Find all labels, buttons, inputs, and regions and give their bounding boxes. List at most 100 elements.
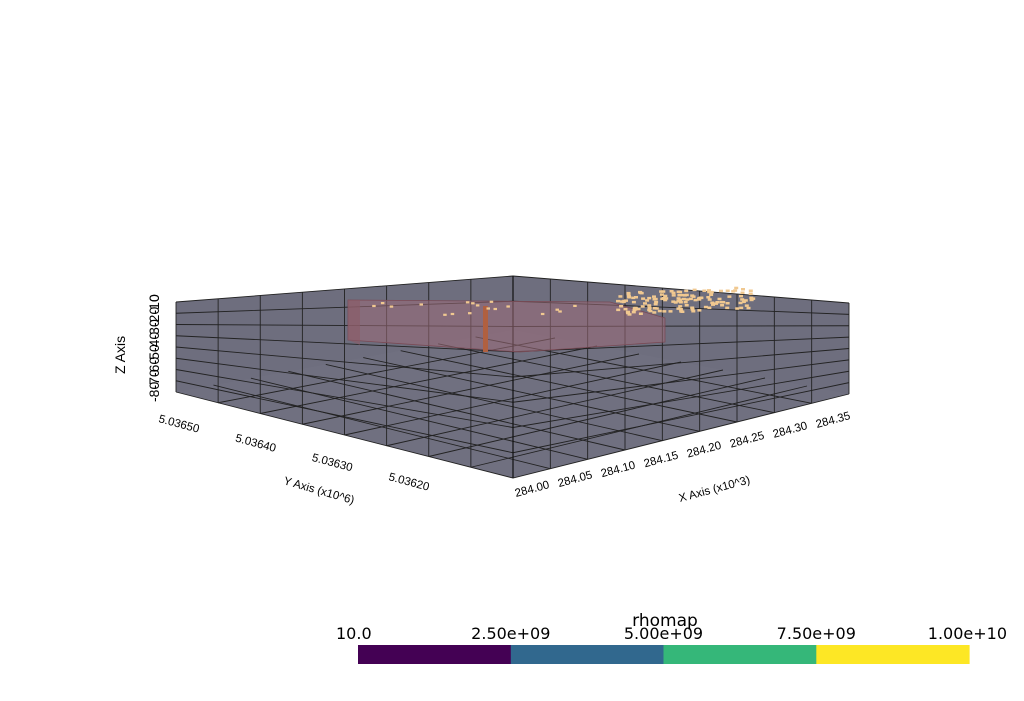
surface-cell — [682, 294, 687, 297]
colorbar-tick-label: 5.00e+09 — [624, 624, 703, 643]
surface-cell — [748, 292, 753, 295]
surface-cell — [380, 302, 385, 305]
grid-line — [302, 353, 640, 425]
surface-cell — [746, 306, 751, 310]
surface-cell — [671, 300, 676, 303]
surface-cell — [647, 306, 652, 310]
surface-cell — [719, 289, 723, 293]
y-tick-label: 5.03640 — [234, 433, 277, 455]
x-tick-label: 284.25 — [729, 430, 766, 451]
surface-cell — [653, 302, 658, 306]
surface-cell — [711, 303, 715, 306]
surface-cell — [555, 308, 559, 311]
grid-line — [400, 350, 738, 423]
x-tick-label: 284.20 — [686, 440, 723, 461]
surface-cell — [740, 298, 745, 301]
surface-cell — [636, 307, 641, 311]
surface-cell — [698, 296, 703, 299]
z-tick-label: 0 — [146, 294, 162, 302]
grid-line — [438, 343, 775, 414]
surface-cell — [703, 305, 708, 309]
surface-cell — [662, 310, 667, 313]
surface-cell — [709, 293, 714, 296]
surface-cell — [725, 306, 730, 310]
surface-cells — [372, 286, 756, 316]
colorbar-bin — [816, 645, 970, 664]
surface-cell — [688, 297, 693, 301]
borehole — [483, 306, 488, 352]
x-tick-label: 284.15 — [643, 450, 680, 471]
grid-line — [386, 369, 724, 447]
surface-cell — [643, 302, 647, 305]
surface-cell — [671, 294, 676, 297]
surface-cell — [738, 301, 743, 305]
colorbar: rhomap 10.0 2.50e+09 5.00e+09 7.50e+09 1.00e… — [336, 611, 1007, 664]
surface-cell — [625, 310, 630, 314]
z-axis-title: Z Axis — [112, 336, 128, 374]
surface-cell — [475, 304, 480, 307]
y-tick-label: 5.03650 — [157, 413, 200, 435]
colorbar-bins — [358, 645, 970, 664]
grid-line — [260, 345, 598, 414]
x-tick-label: 284.35 — [815, 410, 852, 431]
surface-cell — [749, 298, 754, 302]
surface-cell — [676, 307, 681, 310]
z-tick-label: -10 — [146, 294, 162, 314]
surface-cell — [676, 290, 681, 294]
surface-cell — [749, 296, 754, 300]
surface-cell — [678, 298, 683, 301]
colorbar-bin — [663, 645, 817, 664]
surface-cell — [725, 289, 730, 292]
surface-cell — [690, 308, 695, 311]
y-tick-label: 5.03620 — [387, 471, 430, 493]
surface-cell — [619, 305, 624, 308]
model-volume — [347, 299, 666, 353]
z-tick-label: -40 — [146, 332, 162, 352]
surface-cell — [715, 301, 720, 304]
surface-cell — [684, 289, 689, 293]
z-tick-label: -20 — [146, 307, 162, 327]
z-axis-ticks: -80-70-60-50-40-30-20-100 — [146, 294, 162, 402]
surface-cell — [714, 302, 718, 305]
surface-cell — [657, 309, 662, 313]
surface-cell — [741, 288, 745, 291]
surface-cell — [744, 304, 749, 307]
surface-cell — [676, 299, 681, 303]
surface-cell — [748, 289, 753, 292]
surface-cell — [739, 306, 744, 310]
surface-cell — [486, 307, 490, 310]
surface-cell — [618, 295, 623, 298]
colorbar-bin — [510, 645, 665, 664]
colorbar-tick-label: 7.50e+09 — [777, 624, 856, 643]
surface-cell — [389, 305, 394, 308]
surface-cell — [720, 304, 725, 307]
surface-cell — [468, 312, 472, 315]
surface-cell — [707, 306, 712, 309]
surface-cell — [735, 307, 740, 310]
surface-cell — [450, 312, 455, 316]
surface-cell — [659, 293, 664, 296]
surface-cell — [707, 290, 712, 294]
surface-cell — [661, 297, 666, 300]
surface-cell — [697, 309, 702, 312]
surface-cell — [540, 312, 545, 316]
surface-cell — [673, 301, 678, 304]
surface-cell — [627, 296, 632, 299]
surface-cell — [652, 311, 657, 314]
surface-cell — [709, 291, 714, 294]
grid-line — [428, 377, 766, 457]
grid-line — [470, 385, 808, 468]
grid-line — [213, 384, 551, 470]
surface-cell — [739, 294, 743, 298]
surface-cell — [706, 296, 711, 299]
surface-cell — [669, 290, 674, 293]
surface-cell — [685, 298, 690, 301]
surface-cell — [707, 298, 712, 301]
surface-cell — [641, 297, 646, 300]
colorbar-bin — [358, 645, 512, 664]
surface-cell — [727, 295, 732, 298]
surface-cell — [681, 297, 686, 301]
surface-cell — [623, 307, 628, 311]
